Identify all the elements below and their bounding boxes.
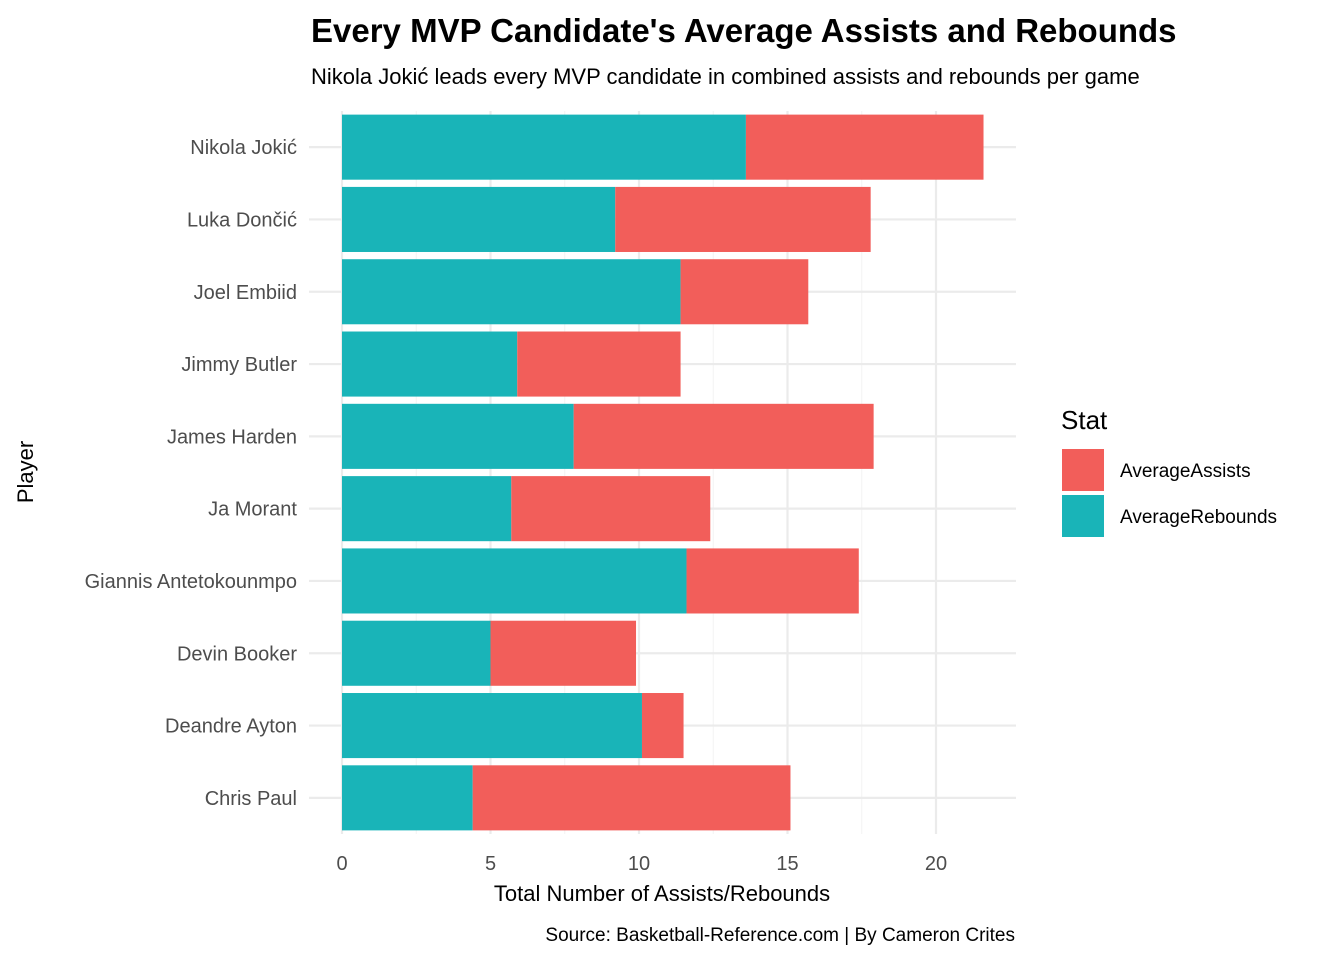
chart-caption: Source: Basketball-Reference.com | By Ca… [545, 925, 1015, 946]
x-tick-label: 20 [925, 853, 947, 875]
legend-swatch-averagerebounds [1062, 495, 1104, 537]
x-tick-label: 10 [628, 853, 650, 875]
y-tick-label: Nikola Jokić [190, 137, 297, 159]
bar-average-assists [517, 331, 681, 397]
y-tick-label: Luka Dončić [187, 209, 297, 231]
y-axis-tick-labels: Nikola Jokić Luka Dončić Joel Embiid Jimmy … [85, 137, 298, 810]
bar-average-rebounds [342, 693, 642, 759]
bar-average-assists [472, 765, 791, 831]
y-tick-label: James Harden [167, 426, 297, 448]
bar-average-assists [745, 114, 984, 180]
legend-swatch-averageassists [1062, 449, 1104, 491]
legend-label: AverageAssists [1120, 461, 1251, 482]
bar-average-assists [686, 548, 859, 614]
bar-average-assists [615, 186, 871, 252]
chart-subtitle: Nikola Jokić leads every MVP candidate i… [311, 64, 1140, 89]
x-axis-title: Total Number of Assists/Rebounds [494, 881, 830, 906]
y-tick-label: Giannis Antetokounmpo [85, 571, 297, 593]
bar-average-rebounds [342, 548, 687, 614]
bar-average-assists [490, 620, 637, 686]
legend-title: Stat [1061, 405, 1108, 435]
bar-average-assists [680, 259, 809, 325]
y-tick-label: Chris Paul [205, 788, 297, 810]
bar-average-rebounds [342, 331, 518, 397]
y-tick-label: Ja Morant [208, 499, 297, 521]
y-tick-label: Jimmy Butler [181, 354, 297, 376]
x-tick-label: 5 [485, 853, 496, 875]
bar-average-rebounds [342, 476, 512, 542]
bar-average-rebounds [342, 765, 473, 831]
y-tick-label: Devin Booker [177, 643, 297, 665]
bar-average-rebounds [342, 259, 681, 325]
legend: Stat AverageAssists AverageRebounds [1061, 405, 1277, 537]
x-tick-label: 15 [776, 853, 798, 875]
x-axis-tick-labels: 0 5 10 15 20 [336, 853, 947, 875]
bar-average-rebounds [342, 114, 746, 180]
x-tick-label: 0 [336, 853, 347, 875]
bar-average-assists [573, 403, 874, 469]
y-axis-title: Player [13, 441, 38, 503]
bar-average-assists [641, 693, 684, 759]
legend-label: AverageRebounds [1120, 507, 1277, 528]
bars [342, 114, 984, 831]
bar-average-rebounds [342, 186, 616, 252]
y-tick-label: Deandre Ayton [165, 716, 297, 738]
y-tick-label: Joel Embiid [194, 282, 297, 304]
legend-items: AverageAssists AverageRebounds [1062, 449, 1277, 537]
bar-average-assists [511, 476, 711, 542]
bar-average-rebounds [342, 620, 491, 686]
chart-title: Every MVP Candidate's Average Assists an… [311, 12, 1177, 49]
bar-average-rebounds [342, 403, 574, 469]
